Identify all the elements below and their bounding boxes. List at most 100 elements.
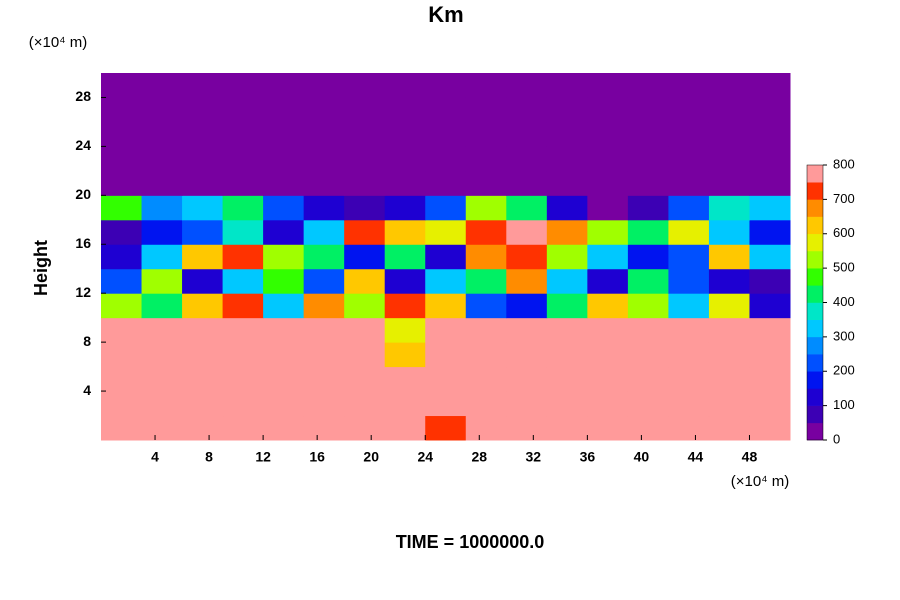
x-tick-label: 36 bbox=[580, 449, 596, 465]
y-tick-label: 16 bbox=[75, 235, 91, 251]
cell bbox=[101, 366, 143, 392]
cell bbox=[384, 415, 426, 441]
cell bbox=[344, 244, 386, 270]
cell bbox=[587, 146, 629, 172]
cell bbox=[263, 73, 305, 98]
cell bbox=[627, 415, 669, 441]
cell bbox=[668, 293, 710, 319]
cell bbox=[303, 342, 345, 368]
cell bbox=[708, 97, 750, 123]
x-tick-label: 32 bbox=[526, 449, 542, 465]
cell bbox=[141, 293, 183, 319]
cell bbox=[303, 121, 345, 147]
cell bbox=[384, 268, 426, 294]
cell bbox=[425, 342, 467, 368]
cell bbox=[506, 415, 548, 441]
cell bbox=[546, 195, 588, 221]
cell bbox=[182, 121, 224, 147]
cell bbox=[101, 73, 143, 98]
cell bbox=[627, 391, 669, 417]
cell bbox=[344, 342, 386, 368]
cell bbox=[749, 195, 791, 221]
cell bbox=[465, 317, 507, 343]
cell bbox=[101, 415, 143, 441]
cell bbox=[344, 415, 386, 441]
cell bbox=[506, 121, 548, 147]
cell bbox=[344, 268, 386, 294]
cell bbox=[344, 97, 386, 123]
cell bbox=[101, 170, 143, 196]
cell bbox=[506, 97, 548, 123]
y-tick-label: 24 bbox=[75, 137, 91, 153]
cell bbox=[708, 268, 750, 294]
cell bbox=[141, 170, 183, 196]
cell bbox=[749, 317, 791, 343]
cell bbox=[344, 317, 386, 343]
chart-title: Km bbox=[428, 2, 463, 27]
cell bbox=[101, 146, 143, 172]
cell bbox=[627, 219, 669, 245]
cell bbox=[708, 366, 750, 392]
cell bbox=[303, 293, 345, 319]
cell bbox=[384, 146, 426, 172]
cell bbox=[708, 244, 750, 270]
cell bbox=[101, 293, 143, 319]
cell bbox=[141, 195, 183, 221]
colorbar-band bbox=[807, 371, 823, 389]
cell bbox=[587, 366, 629, 392]
cell bbox=[465, 146, 507, 172]
cell bbox=[587, 415, 629, 441]
cell bbox=[182, 366, 224, 392]
cell bbox=[546, 121, 588, 147]
cell bbox=[222, 146, 264, 172]
cell bbox=[587, 195, 629, 221]
x-tick-label: 24 bbox=[417, 449, 433, 465]
cell bbox=[465, 219, 507, 245]
cell bbox=[384, 219, 426, 245]
cell bbox=[668, 73, 710, 98]
colorbar-band bbox=[807, 165, 823, 183]
x-tick-label: 12 bbox=[255, 449, 271, 465]
cell bbox=[101, 97, 143, 123]
cell bbox=[384, 170, 426, 196]
cell bbox=[587, 97, 629, 123]
cell bbox=[546, 317, 588, 343]
cell bbox=[627, 342, 669, 368]
cell bbox=[263, 391, 305, 417]
cell bbox=[303, 366, 345, 392]
cell bbox=[222, 73, 264, 98]
cell bbox=[587, 342, 629, 368]
cell bbox=[182, 268, 224, 294]
cell bbox=[506, 293, 548, 319]
cell bbox=[668, 268, 710, 294]
cell bbox=[384, 391, 426, 417]
cell bbox=[587, 73, 629, 98]
colorbar-tick-label: 300 bbox=[833, 328, 855, 343]
cell bbox=[303, 317, 345, 343]
colorbar-tick-label: 100 bbox=[833, 397, 855, 412]
cell bbox=[627, 73, 669, 98]
cell bbox=[465, 342, 507, 368]
colorbar-tick-label: 700 bbox=[833, 191, 855, 206]
cell bbox=[425, 73, 467, 98]
x-unit: (×10⁴ m) bbox=[731, 473, 790, 490]
cell bbox=[627, 366, 669, 392]
colorbar-tick-label: 400 bbox=[833, 294, 855, 309]
cell bbox=[141, 317, 183, 343]
cell bbox=[425, 244, 467, 270]
cell bbox=[222, 97, 264, 123]
cell bbox=[708, 219, 750, 245]
cell bbox=[222, 293, 264, 319]
colorbar-tick-label: 800 bbox=[833, 156, 855, 171]
cell bbox=[182, 73, 224, 98]
cell bbox=[749, 415, 791, 441]
cell bbox=[465, 244, 507, 270]
cell bbox=[384, 121, 426, 147]
cell bbox=[384, 244, 426, 270]
cell bbox=[263, 317, 305, 343]
colorbar-tick-label: 200 bbox=[833, 363, 855, 378]
cell bbox=[263, 244, 305, 270]
cell bbox=[344, 219, 386, 245]
cell bbox=[344, 391, 386, 417]
